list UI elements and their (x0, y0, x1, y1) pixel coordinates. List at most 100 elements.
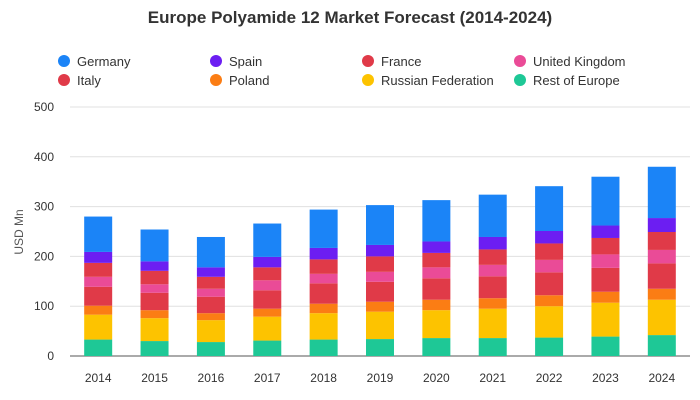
bar-segment-poland (366, 301, 394, 312)
legend-item-poland[interactable]: Poland (210, 72, 269, 88)
bar-segment-rest-of-europe (196, 342, 225, 356)
bar-segment-germany (196, 236, 225, 268)
legend-label-russian-federation: Russian Federation (381, 72, 494, 88)
bar-segment-germany (253, 223, 282, 257)
y-tick-label: 300 (34, 200, 54, 214)
bar-segment-rest-of-europe (84, 339, 113, 356)
bar-segment-united-kingdom (591, 254, 620, 268)
chart-title: Europe Polyamide 12 Market Forecast (201… (147, 8, 553, 27)
bar-segment-russian-federation (140, 318, 169, 342)
bar-segment-germany (591, 176, 620, 226)
legend-swatch-germany (58, 55, 70, 67)
bar-segment-france (140, 270, 169, 285)
bar-segment-germany (422, 200, 451, 242)
bar-segment-united-kingdom (253, 280, 282, 291)
bar-segment-rest-of-europe (366, 339, 394, 356)
bar-segment-united-kingdom (140, 284, 169, 293)
bar-segment-italy (309, 283, 338, 304)
legend-item-russian-federation[interactable]: Russian Federation (362, 72, 494, 88)
bar-segment-poland (309, 303, 338, 314)
bar-segment-france (647, 231, 676, 250)
bar-segment-rest-of-europe (591, 336, 620, 356)
bar-segment-poland (84, 305, 113, 315)
bar-segment-italy (253, 290, 282, 309)
bar-segment-spain (478, 236, 507, 250)
bar-segment-rest-of-europe (478, 338, 507, 356)
x-tick-label: 2023 (592, 371, 619, 385)
bar-segment-poland (140, 310, 169, 319)
bar-segment-france (591, 237, 620, 255)
bar-segment-france (422, 252, 451, 268)
bar-segment-italy (647, 263, 676, 289)
bar-segment-russian-federation (366, 311, 394, 340)
x-tick-label: 2021 (479, 371, 506, 385)
x-tick-label: 2017 (254, 371, 281, 385)
legend-label-rest-of-europe: Rest of Europe (533, 72, 620, 88)
legend-swatch-spain (210, 55, 222, 67)
y-tick-label: 100 (34, 299, 54, 313)
y-axis-ticks: 0 100 200 300 400 500 (34, 100, 54, 363)
y-tick-label: 0 (47, 349, 54, 363)
legend-label-spain: Spain (229, 53, 263, 69)
legend-label-united-kingdom: United Kingdom (533, 53, 626, 69)
bar-segment-russian-federation (253, 316, 282, 341)
y-axis-label: USD Mn (12, 209, 26, 254)
bar-segment-russian-federation (535, 306, 564, 338)
legend-item-united-kingdom[interactable]: United Kingdom (514, 53, 626, 69)
legend-swatch-russian-federation (362, 74, 374, 86)
bar-segment-spain (366, 244, 394, 257)
bar-segment-russian-federation (591, 302, 620, 337)
bar-segment-united-kingdom (196, 288, 225, 297)
bar-segment-united-kingdom (422, 267, 451, 279)
bar-segment-spain (647, 218, 676, 232)
legend-item-germany[interactable]: Germany (58, 53, 130, 69)
y-tick-label: 400 (34, 150, 54, 164)
bar-segment-russian-federation (647, 299, 676, 336)
bar-segment-poland (478, 298, 507, 309)
bar-segment-france (309, 259, 338, 274)
bar-segment-italy (535, 272, 564, 296)
bar-segment-russian-federation (196, 320, 225, 343)
bar-segment-united-kingdom (309, 273, 338, 284)
bar-segment-italy (591, 267, 620, 292)
x-tick-label: 2018 (310, 371, 337, 385)
bar-segment-france (84, 262, 113, 277)
legend-swatch-italy (58, 74, 70, 86)
bar-segment-italy (196, 296, 225, 314)
legend-item-italy[interactable]: Italy (58, 72, 101, 88)
chart-legend: Germany Spain France United Kingdom Ital… (0, 0, 700, 95)
bar-segment-rest-of-europe (422, 338, 451, 356)
bar-segment-russian-federation (478, 308, 507, 339)
bar-stacks (84, 166, 676, 356)
bar-segment-germany (647, 166, 676, 219)
legend-label-poland: Poland (229, 72, 270, 88)
x-axis-ticks: 2014 2015 2016 2017 2018 2019 2020 2021 2022 2023… (85, 371, 676, 385)
bar-segment-russian-federation (309, 313, 338, 340)
legend-swatch-united-kingdom (514, 55, 526, 67)
x-tick-label: 2022 (536, 371, 563, 385)
bar-segment-united-kingdom (647, 249, 676, 264)
bar-segment-spain (535, 231, 564, 244)
x-tick-label: 2019 (367, 371, 394, 385)
bar-segment-rest-of-europe (647, 335, 676, 356)
x-tick-label: 2016 (198, 371, 225, 385)
bar-segment-poland (591, 291, 620, 303)
legend-label-italy: Italy (77, 72, 101, 88)
bar-segment-russian-federation (422, 310, 451, 339)
bar-segment-united-kingdom (84, 276, 113, 287)
bar-segment-germany (366, 205, 394, 245)
legend-item-rest-of-europe[interactable]: Rest of Europe (514, 72, 620, 88)
legend-item-spain[interactable]: Spain (210, 53, 262, 69)
legend-item-france[interactable]: France (362, 53, 421, 69)
bar-segment-germany (478, 194, 507, 237)
y-tick-label: 500 (34, 100, 54, 114)
y-tick-label: 200 (34, 249, 54, 263)
bar-segment-spain (84, 251, 113, 263)
x-tick-label: 2014 (85, 371, 112, 385)
bar-segment-spain (253, 256, 282, 268)
bar-segment-germany (535, 186, 564, 232)
bar-segment-rest-of-europe (140, 341, 169, 356)
bar-segment-spain (309, 247, 338, 260)
bar-segment-spain (140, 261, 169, 271)
bar-segment-italy (478, 276, 507, 299)
